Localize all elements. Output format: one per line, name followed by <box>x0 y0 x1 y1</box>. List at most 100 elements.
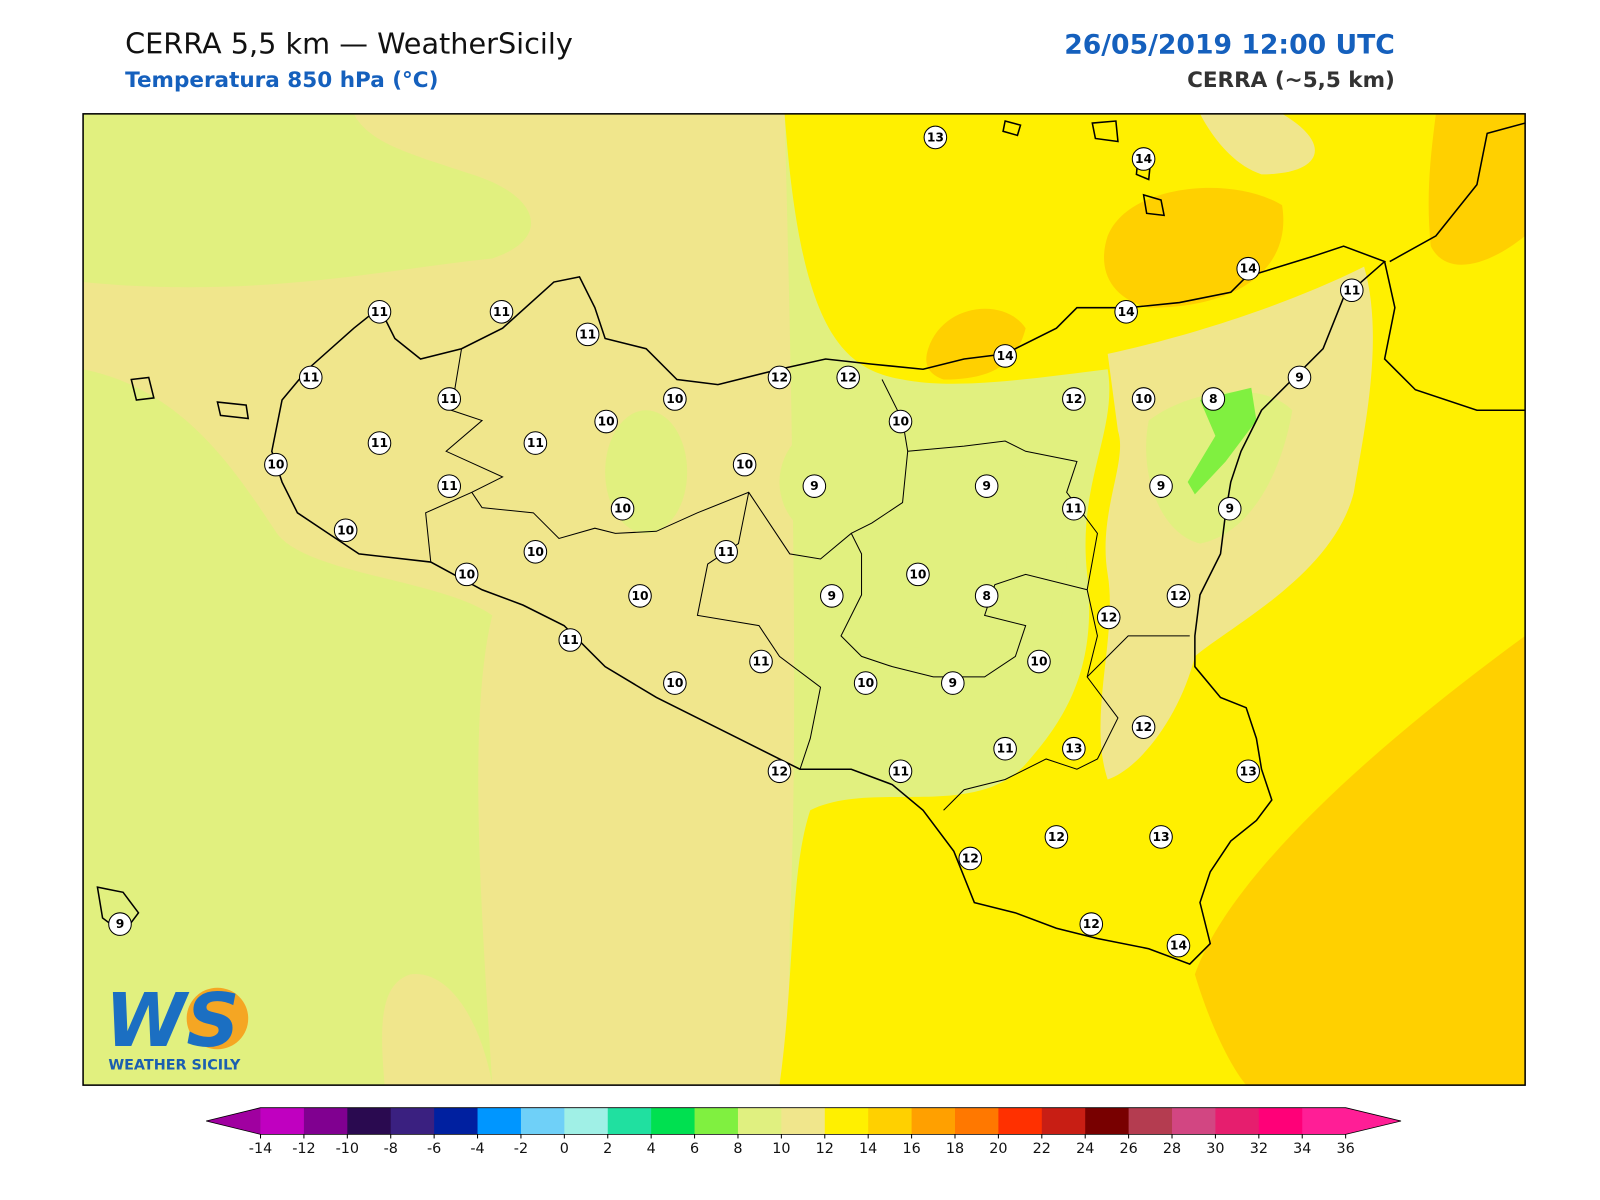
station-value: 11 <box>441 392 458 406</box>
station-marker <box>767 759 792 784</box>
station-marker <box>941 671 965 695</box>
station-value: 11 <box>371 436 388 450</box>
station-marker <box>663 387 687 411</box>
station: 11 <box>714 539 738 564</box>
station-marker <box>836 365 860 390</box>
station-marker <box>523 431 548 455</box>
station-value: 12 <box>771 370 788 384</box>
colorbar-segment <box>824 1107 869 1135</box>
datetime: 26/05/2019 12:00 UTC <box>1064 29 1395 60</box>
station-value: 14 <box>1118 305 1135 319</box>
colorbar: -14 -12 -10 -8 -6 -4 -2 0 2 4 6 8 10 12 14 16 18 20 22 24 26… <box>206 1107 1402 1157</box>
station: 11 <box>1062 496 1086 521</box>
station-marker <box>888 409 913 434</box>
station: 10 <box>906 562 930 587</box>
station: 10 <box>628 584 652 608</box>
station-value: 12 <box>1048 830 1065 844</box>
station-marker <box>437 387 462 411</box>
station-value: 10 <box>614 502 631 516</box>
stations: 13 14 14 11 14 14 11 11 11 11 12 12 11 10 10 10 12 10 8 9 11… <box>108 125 1364 958</box>
station-marker <box>108 912 132 936</box>
station: 13 <box>1236 759 1260 784</box>
station-marker <box>1114 300 1138 324</box>
station-value: 10 <box>1135 392 1152 406</box>
colorbar-segment <box>1172 1107 1216 1135</box>
station: 11 <box>298 365 323 390</box>
station: 10 <box>333 518 358 543</box>
colorbar-segment <box>998 1107 1043 1135</box>
colorbar-tick-label: 18 <box>946 1141 964 1157</box>
colorbar-tick-label: 26 <box>1119 1141 1137 1157</box>
station: 11 <box>437 387 462 411</box>
station-value: 10 <box>666 392 683 406</box>
station-value: 9 <box>116 917 125 931</box>
station: 10 <box>523 539 548 564</box>
station-marker <box>906 562 930 587</box>
station-marker <box>993 736 1017 761</box>
station-marker <box>1131 147 1156 171</box>
station: 11 <box>575 322 600 347</box>
station-value: 10 <box>736 458 753 472</box>
station-marker <box>333 518 358 543</box>
station-value: 9 <box>810 479 819 493</box>
station-marker <box>714 539 738 564</box>
station-marker <box>974 474 999 498</box>
station-value: 11 <box>718 545 735 559</box>
station-value: 10 <box>458 567 475 581</box>
colorbar-segment <box>781 1107 826 1135</box>
station: 14 <box>1114 300 1138 324</box>
station: 10 <box>732 452 757 477</box>
colorbar-segment <box>1302 1107 1347 1135</box>
title: CERRA 5,5 km — WeatherSicily <box>125 26 573 60</box>
colorbar-tick-label: 34 <box>1293 1141 1311 1157</box>
station: 9 <box>941 671 965 695</box>
station: 11 <box>558 628 583 652</box>
colorbar-tick-label: 30 <box>1206 1141 1224 1157</box>
station-value: 10 <box>892 415 909 429</box>
station-marker <box>558 628 583 652</box>
logo-sun <box>186 987 249 1050</box>
station: 12 <box>767 365 792 390</box>
logo: WS WEATHER SICILY <box>105 978 249 1074</box>
station-value: 10 <box>631 589 648 603</box>
station-value: 13 <box>927 130 944 144</box>
station: 9 <box>1149 474 1173 498</box>
colorbar-segment <box>1041 1107 1086 1135</box>
station-value: 9 <box>949 676 958 690</box>
station-marker <box>1217 496 1242 521</box>
station-marker <box>367 431 392 455</box>
logo-caption: WEATHER SICILY <box>108 1058 241 1074</box>
temperature-field <box>83 113 1526 1086</box>
station: 9 <box>802 474 827 498</box>
colorbar-segment <box>390 1107 435 1135</box>
station-marker <box>663 671 687 695</box>
station-marker <box>1166 933 1191 958</box>
station-marker <box>974 584 999 608</box>
station: 10 <box>853 671 878 695</box>
station-marker <box>1201 387 1226 411</box>
station: 9 <box>974 474 999 498</box>
station: 13 <box>1062 736 1086 761</box>
station: 11 <box>888 759 913 784</box>
station: 12 <box>1044 825 1069 849</box>
station: 9 <box>1217 496 1242 521</box>
model: CERRA (~5,5 km) <box>1187 68 1395 93</box>
station: 12 <box>767 759 792 784</box>
station-value: 12 <box>1083 917 1100 931</box>
colorbar-tick-label: 6 <box>690 1141 699 1157</box>
station: 11 <box>749 649 773 674</box>
subtitle: Temperatura 850 hPa (°C) <box>125 68 438 93</box>
colorbar-segment <box>651 1107 696 1135</box>
station-value: 11 <box>579 327 596 341</box>
colorbar-segment <box>954 1107 999 1135</box>
colorbar-tick-label: 36 <box>1337 1141 1355 1157</box>
colorbar-tick-label: -4 <box>470 1141 484 1157</box>
station-value: 9 <box>1295 370 1304 384</box>
station: 9 <box>819 584 844 608</box>
station-value: 10 <box>1030 655 1047 669</box>
station-marker <box>437 474 462 498</box>
station: 10 <box>663 387 687 411</box>
station: 11 <box>367 431 392 455</box>
